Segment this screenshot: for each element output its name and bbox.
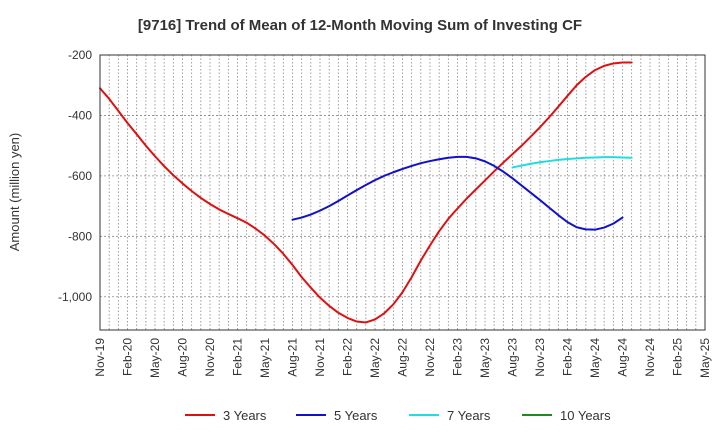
- legend-label: 5 Years: [334, 408, 378, 423]
- series-line-3-years: [99, 61, 633, 324]
- x-tick-label: Feb-21: [231, 338, 245, 376]
- x-tick-label: Feb-20: [121, 338, 135, 376]
- series-line-7-years: [511, 156, 633, 169]
- x-tick-label: Nov-19: [93, 338, 107, 377]
- y-axis-label: Amount (million yen): [7, 133, 22, 252]
- x-tick-label: May-22: [368, 338, 382, 378]
- x-axis-ticks: Nov-19 Feb-20 May-20 Aug-20 Nov-20 Feb-21 May-…: [93, 338, 712, 378]
- x-tick-label: May-25: [698, 338, 712, 378]
- x-tick-label: Feb-24: [561, 338, 575, 376]
- x-tick-label: May-20: [148, 338, 162, 378]
- x-tick-label: Nov-23: [533, 338, 547, 377]
- y-tick-label: -400: [68, 108, 92, 122]
- legend-label: 10 Years: [560, 408, 611, 423]
- y-axis-ticks: -200 -400 -600 -800 -1,000: [58, 48, 92, 304]
- series-lines: [99, 61, 633, 324]
- y-tick-label: -1,000: [58, 290, 92, 304]
- x-tick-label: Feb-23: [451, 338, 465, 376]
- x-tick-label: Aug-20: [176, 338, 190, 377]
- legend-label: 3 Years: [223, 408, 267, 423]
- x-tick-label: Nov-20: [203, 338, 217, 377]
- y-tick-label: -200: [68, 48, 92, 62]
- x-tick-label: May-21: [258, 338, 272, 378]
- x-tick-label: Aug-23: [506, 338, 520, 377]
- y-tick-label: -600: [68, 169, 92, 183]
- legend: 3 Years 5 Years 7 Years 10 Years: [185, 408, 611, 423]
- x-tick-label: Feb-22: [341, 338, 355, 376]
- x-tick-label: Aug-22: [396, 338, 410, 377]
- x-tick-label: Nov-24: [643, 338, 657, 377]
- x-tick-label: Aug-21: [286, 338, 300, 377]
- series-line-5-years: [291, 155, 624, 231]
- plot-border: [99, 54, 706, 331]
- chart-title: [9716] Trend of Mean of 12-Month Moving …: [138, 17, 582, 34]
- y-tick-label: -800: [68, 229, 92, 243]
- x-tick-label: Feb-25: [671, 338, 685, 376]
- x-tick-label: May-24: [588, 338, 602, 378]
- x-tick-label: Nov-22: [423, 338, 437, 377]
- x-tick-label: Nov-21: [313, 338, 327, 377]
- x-tick-label: May-23: [478, 338, 492, 378]
- legend-label: 7 Years: [447, 408, 491, 423]
- x-tick-label: Aug-24: [616, 338, 630, 377]
